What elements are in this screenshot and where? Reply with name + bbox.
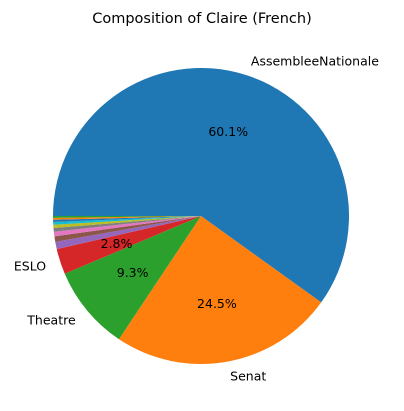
pie-slice-7 xyxy=(53,216,201,232)
pie-labels: AssembleeNationale 60.1% Senat 24.5% Theatre… xyxy=(14,54,379,384)
slice-label: Senat xyxy=(230,369,266,384)
pie-slice-12 xyxy=(53,216,201,218)
pie-slice-assembleenationale xyxy=(52,67,349,303)
pie-slice-11 xyxy=(53,216,202,220)
pie-slice-senat xyxy=(118,216,322,364)
pie-slices xyxy=(52,67,349,364)
slice-percent-label: 2.8% xyxy=(101,236,133,251)
pie-slice-theatre xyxy=(64,216,202,340)
pie-slice-4 xyxy=(55,216,202,250)
slice-percent-label: 9.3% xyxy=(117,265,149,280)
pie-slice-8 xyxy=(53,216,202,229)
pie-slice-10 xyxy=(53,216,201,223)
slice-label: ESLO xyxy=(14,259,46,274)
pie-slice-9 xyxy=(53,216,201,225)
chart-title: Composition of Claire (French) xyxy=(92,11,312,27)
slice-percent-label: 60.1% xyxy=(208,124,248,139)
slice-label: AssembleeNationale xyxy=(251,54,379,69)
slice-percent-label: 24.5% xyxy=(197,296,237,311)
pie-slice-eslo xyxy=(56,216,201,274)
pie-slice-6 xyxy=(53,216,202,237)
slice-label: Theatre xyxy=(26,312,76,327)
pie-slice-5 xyxy=(54,216,201,242)
